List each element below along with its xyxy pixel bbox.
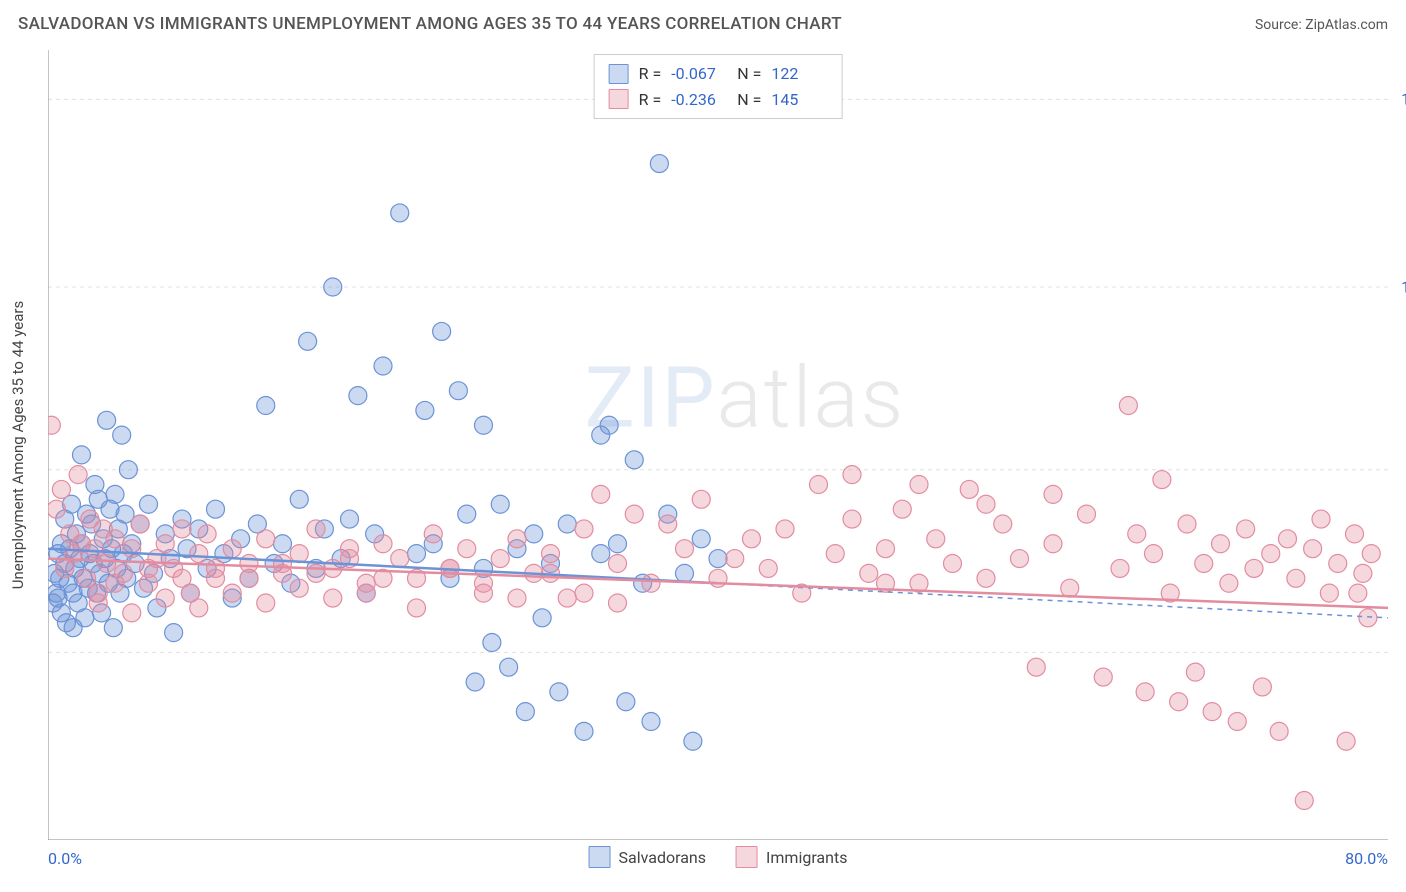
chart-container: Unemployment Among Ages 35 to 44 years 0… — [48, 50, 1388, 840]
legend-label: Immigrants — [766, 848, 847, 867]
y-tick-label: 15.0% — [1401, 90, 1406, 109]
swatch-immigrants-icon — [609, 89, 629, 109]
r-label: R = — [639, 87, 662, 113]
x-axis-max-label: 80.0% — [1345, 849, 1388, 868]
y-axis-label: Unemployment Among Ages 35 to 44 years — [9, 301, 27, 589]
legend-item-immigrants: Immigrants — [736, 846, 847, 868]
n-value-immigrants: 145 — [771, 87, 827, 113]
legend-item-salvadorans: Salvadorans — [589, 846, 706, 868]
y-tick-label: 11.2% — [1401, 278, 1406, 297]
swatch-immigrants-icon — [736, 846, 758, 868]
legend-label: Salvadorans — [619, 848, 706, 867]
x-axis-min-label: 0.0% — [48, 849, 82, 868]
swatch-salvadorans-icon — [589, 846, 611, 868]
n-value-salvadorans: 122 — [771, 61, 827, 87]
source-attribution: Source: ZipAtlas.com — [1255, 17, 1388, 33]
chart-title: SALVADORAN VS IMMIGRANTS UNEMPLOYMENT AM… — [18, 14, 842, 34]
r-value-immigrants: -0.236 — [671, 87, 727, 113]
n-label: N = — [737, 87, 761, 113]
legend: Salvadorans Immigrants — [589, 846, 848, 868]
scatter-plot — [48, 50, 1388, 840]
r-label: R = — [639, 61, 662, 87]
stats-row-immigrants: R = -0.236 N = 145 — [609, 87, 828, 113]
r-value-salvadorans: -0.067 — [671, 61, 727, 87]
correlation-stats-box: R = -0.067 N = 122 R = -0.236 N = 145 — [594, 54, 843, 119]
swatch-salvadorans-icon — [609, 64, 629, 84]
stats-row-salvadorans: R = -0.067 N = 122 — [609, 61, 828, 87]
n-label: N = — [737, 61, 761, 87]
